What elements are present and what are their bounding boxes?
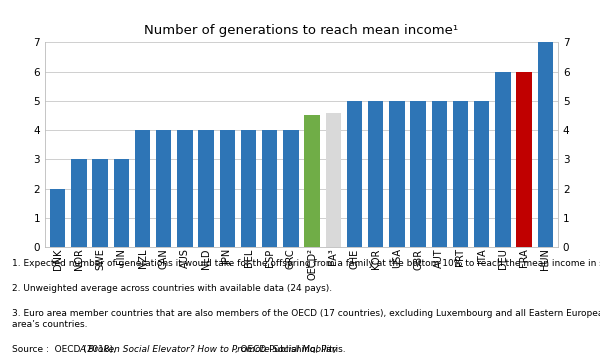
- Bar: [135, 130, 150, 247]
- Text: 3. Euro area member countries that are also members of the OECD (17 countries), : 3. Euro area member countries that are a…: [12, 309, 600, 329]
- Bar: [92, 159, 108, 247]
- Bar: [220, 130, 235, 247]
- Bar: [113, 159, 129, 247]
- Bar: [241, 130, 256, 247]
- Bar: [283, 130, 299, 247]
- Bar: [326, 113, 341, 247]
- Bar: [347, 101, 362, 247]
- Bar: [538, 42, 553, 247]
- Bar: [517, 72, 532, 247]
- Title: Number of generations to reach mean income¹: Number of generations to reach mean inco…: [145, 24, 458, 37]
- Text: A Broken Social Elevator? How to Promote Social Mobility: A Broken Social Elevator? How to Promote…: [80, 345, 338, 353]
- Bar: [262, 130, 277, 247]
- Text: , OECD Publishing, Paris.: , OECD Publishing, Paris.: [232, 345, 345, 353]
- Bar: [495, 72, 511, 247]
- Bar: [304, 115, 320, 247]
- Bar: [156, 130, 172, 247]
- Bar: [368, 101, 383, 247]
- Text: 1. Expected number of generations it would take for the offspring from a family : 1. Expected number of generations it wou…: [12, 259, 600, 268]
- Bar: [199, 130, 214, 247]
- Bar: [177, 130, 193, 247]
- Text: Source :  OECD (2018),: Source : OECD (2018),: [12, 345, 119, 353]
- Bar: [431, 101, 447, 247]
- Bar: [453, 101, 468, 247]
- Bar: [71, 159, 86, 247]
- Bar: [474, 101, 490, 247]
- Text: 2. Unweighted average across countries with available data (24 pays).: 2. Unweighted average across countries w…: [12, 284, 332, 293]
- Bar: [389, 101, 404, 247]
- Bar: [50, 189, 65, 247]
- Bar: [410, 101, 426, 247]
